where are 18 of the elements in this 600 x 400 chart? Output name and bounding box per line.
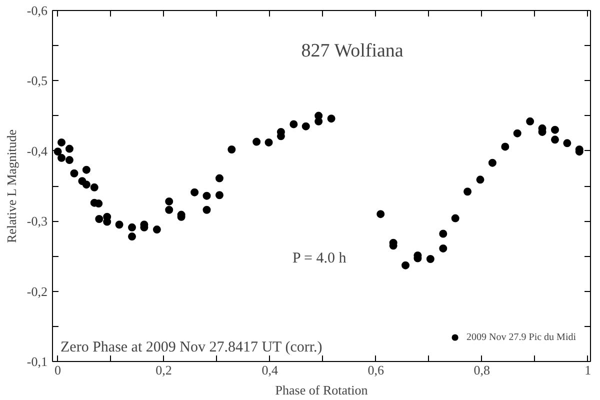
annotation: P = 4.0 h — [292, 250, 347, 266]
x-tick-label: 0,2 — [156, 362, 172, 378]
x-tick-label: 0,4 — [262, 362, 278, 378]
annotation: Zero Phase at 2009 Nov 27.8417 UT (corr.) — [60, 340, 322, 356]
x-tick-label: 0,6 — [368, 362, 384, 378]
y-tick-label: -0,6 — [26, 3, 48, 18]
x-axis-title: Phase of Rotation — [275, 382, 368, 398]
y-tick-label: -0,1 — [26, 354, 48, 369]
y-tick-label: -0,3 — [26, 214, 48, 229]
y-tick-label: -0,4 — [26, 143, 48, 158]
text: 827 Wolfiana — [301, 40, 404, 62]
y-axis-title: Relative L Magnitude — [4, 129, 19, 244]
y-tick-label: -0,2 — [26, 284, 48, 299]
legend-label: 2009 Nov 27.9 Pic du Midi — [466, 332, 576, 342]
y-tick-label: -0,5 — [26, 73, 48, 88]
x-tick-label: 1 — [584, 362, 592, 378]
x-tick-label: 0 — [54, 362, 62, 378]
x-tick-label: 0,8 — [474, 362, 490, 378]
